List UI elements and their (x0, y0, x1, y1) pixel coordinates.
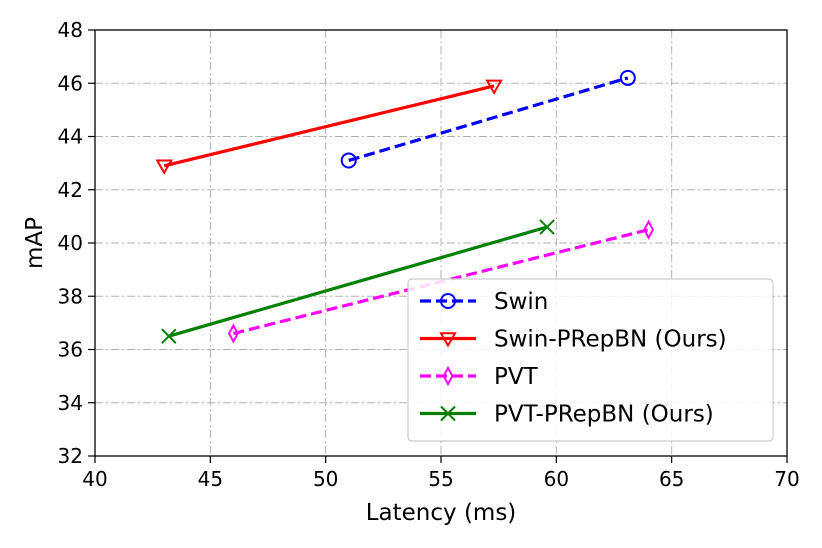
y-tick-label: 48 (58, 18, 83, 42)
series-3 (161, 219, 555, 344)
legend-marker (440, 293, 456, 309)
legend-marker (440, 405, 456, 422)
data-point (643, 219, 655, 240)
x-tick-label: 40 (82, 467, 107, 491)
data-point (155, 159, 173, 175)
legend-marker (442, 365, 454, 387)
series-layer (155, 69, 655, 344)
y-tick-label: 46 (58, 71, 83, 95)
data-point (619, 69, 636, 86)
legend: Swin Swin-PRepBN (Ours) PVT PVT-PRepBN (Our… (407, 278, 774, 442)
series-1 (155, 79, 503, 175)
x-axis-label: Latency (ms) (366, 500, 517, 526)
legend-box (407, 278, 774, 442)
legend-item: PVT (420, 364, 539, 390)
axis-ticks: 40 45 50 55 60 65 70 32 34 36 38 40 42 44 46 48 (58, 18, 800, 491)
y-axis-label: mAP (22, 217, 48, 269)
legend-item: Swin-PRepBN (Ours) (420, 327, 727, 353)
data-point (227, 323, 239, 344)
x-tick-label: 45 (198, 467, 223, 491)
y-tick-label: 36 (58, 338, 83, 362)
legend-item: PVT-PRepBN (Ours) (420, 402, 714, 428)
legend-label: PVT (494, 364, 539, 390)
data-point (161, 328, 177, 344)
legend-item: Swin (420, 289, 548, 315)
x-tick-label: 50 (313, 467, 338, 491)
legend-label: Swin-PRepBN (Ours) (494, 327, 727, 353)
y-tick-label: 40 (58, 231, 83, 255)
y-tick-label: 38 (58, 284, 83, 308)
x-tick-label: 60 (544, 467, 569, 491)
series-0 (340, 69, 636, 169)
legend-label: PVT-PRepBN (Ours) (494, 402, 714, 428)
data-point (539, 219, 555, 235)
series-line (163, 84, 495, 168)
legend-label: Swin (494, 289, 548, 315)
x-tick-label: 65 (659, 467, 684, 491)
x-tick-label: 55 (428, 467, 453, 491)
x-tick-label: 70 (774, 467, 799, 491)
y-tick-label: 42 (58, 178, 83, 202)
y-tick-label: 44 (58, 125, 83, 149)
data-point (340, 152, 357, 169)
legend-marker (439, 332, 457, 348)
series-line (348, 76, 629, 162)
data-point (485, 79, 503, 95)
series-line (168, 225, 548, 338)
y-tick-label: 32 (58, 444, 83, 468)
y-tick-label: 34 (58, 391, 83, 415)
